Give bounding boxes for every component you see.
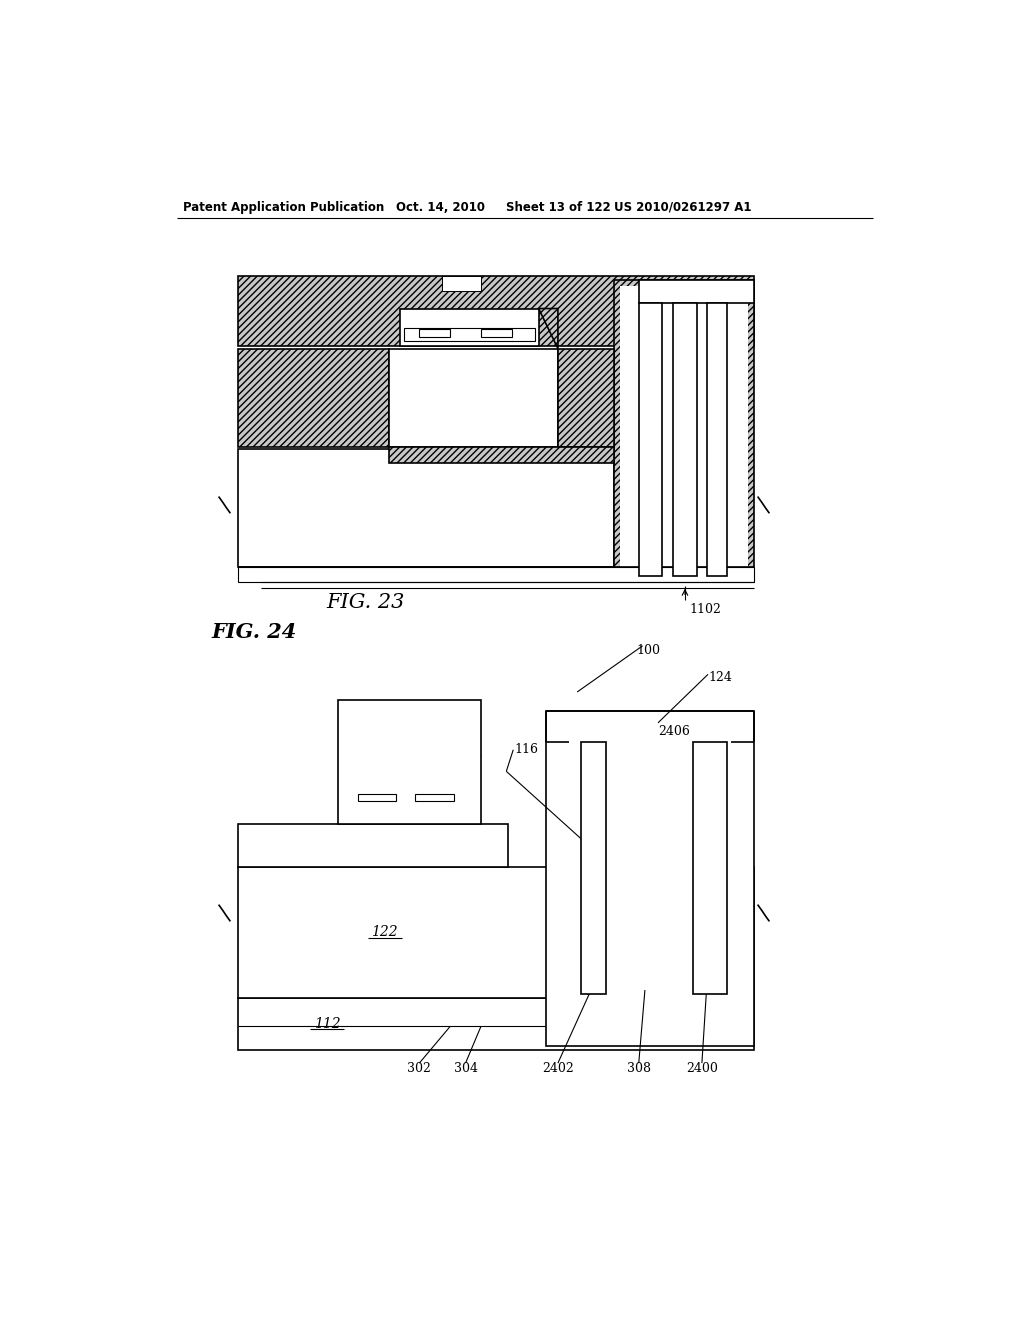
Bar: [239, 998, 755, 1051]
Text: 2402: 2402: [542, 1061, 573, 1074]
Text: 100: 100: [637, 644, 660, 656]
Text: Oct. 14, 2010: Oct. 14, 2010: [396, 201, 485, 214]
Bar: [239, 348, 388, 447]
Bar: [388, 348, 558, 447]
Bar: [239, 867, 755, 998]
Text: 302: 302: [408, 1061, 431, 1074]
Text: 116: 116: [514, 743, 538, 756]
Text: US 2010/0261297 A1: US 2010/0261297 A1: [614, 201, 752, 214]
Bar: [674, 304, 696, 576]
Text: 304: 304: [454, 1061, 477, 1074]
Bar: [357, 793, 396, 801]
Bar: [388, 447, 614, 462]
Bar: [692, 742, 727, 994]
Bar: [239, 276, 755, 346]
Text: Sheet 13 of 122: Sheet 13 of 122: [506, 201, 611, 214]
Text: 2406: 2406: [658, 725, 690, 738]
Bar: [403, 327, 535, 341]
Bar: [239, 449, 614, 566]
Bar: [621, 286, 749, 578]
Bar: [239, 566, 755, 582]
Bar: [639, 304, 662, 576]
Bar: [639, 280, 755, 304]
Text: Patent Application Publication: Patent Application Publication: [183, 201, 384, 214]
Text: 124: 124: [708, 671, 732, 684]
Text: 2400: 2400: [686, 1061, 718, 1074]
Bar: [481, 330, 512, 337]
Text: 1102: 1102: [689, 603, 722, 616]
Text: FIG. 23: FIG. 23: [327, 594, 404, 612]
Polygon shape: [539, 309, 558, 348]
Text: 122: 122: [372, 925, 398, 940]
Bar: [614, 280, 755, 579]
Bar: [675, 474, 695, 574]
Bar: [442, 276, 481, 290]
Bar: [400, 309, 539, 346]
Bar: [239, 825, 508, 867]
Bar: [416, 793, 454, 801]
Bar: [707, 304, 727, 576]
Text: FIG. 24: FIG. 24: [211, 622, 297, 642]
Text: 308: 308: [627, 1061, 651, 1074]
Bar: [419, 330, 451, 337]
Bar: [547, 711, 755, 1047]
Bar: [581, 742, 606, 994]
Text: 112: 112: [313, 1016, 340, 1031]
Bar: [558, 348, 614, 447]
Bar: [339, 700, 481, 825]
